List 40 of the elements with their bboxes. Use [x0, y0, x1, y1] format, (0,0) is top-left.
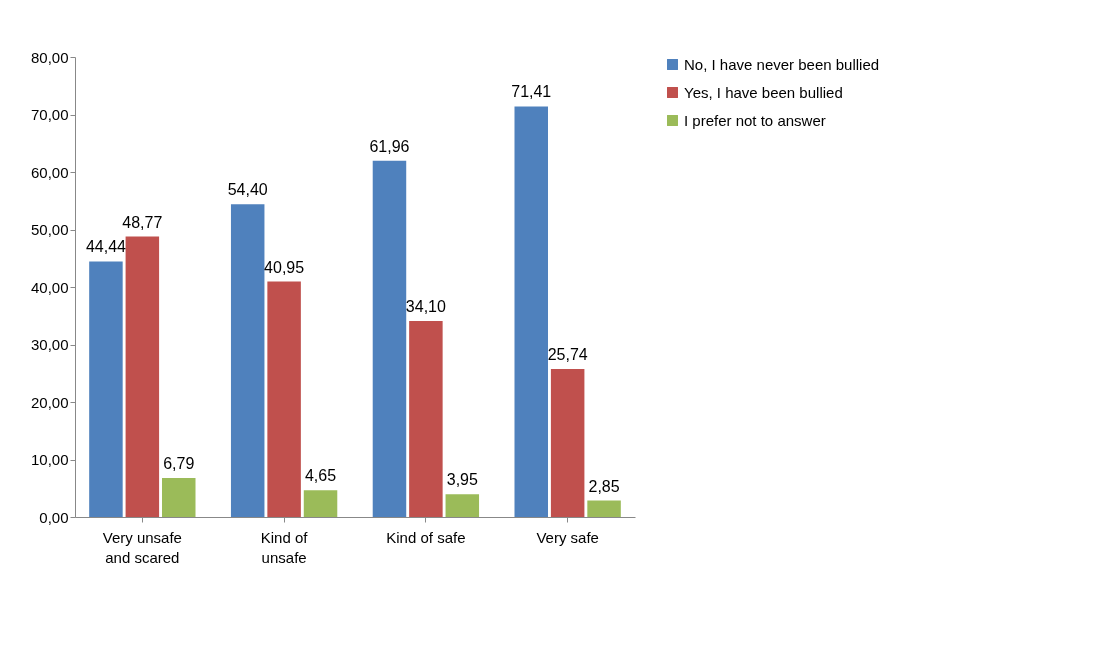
bar [587, 500, 621, 517]
bar [230, 204, 265, 517]
legend-label: No, I have never been bullied [684, 55, 880, 73]
y-tick-label: 50,00 [30, 221, 69, 238]
data-label: 61,96 [369, 137, 410, 155]
y-tick-label: 10,00 [30, 451, 69, 468]
bar [89, 261, 123, 517]
data-label: 2,85 [588, 477, 620, 495]
y-tick-label: 80,00 [30, 48, 69, 66]
data-label: 6,79 [163, 454, 195, 472]
bar [303, 490, 338, 517]
data-label: 40,95 [264, 258, 305, 276]
data-label: 44,44 [85, 238, 127, 256]
bar [445, 494, 480, 517]
legend-label: Yes, I have been bullied [684, 83, 843, 101]
bar [550, 369, 585, 517]
bar [162, 477, 196, 517]
legend-label: I prefer not to answer [684, 111, 826, 129]
x-tick-label: Very safe [536, 528, 599, 546]
y-tick-label: 70,00 [30, 106, 69, 123]
y-tick-label: 60,00 [30, 163, 69, 181]
bar [125, 236, 160, 517]
bar [409, 320, 443, 517]
data-label: 25,74 [547, 345, 588, 363]
y-tick-label: 20,00 [30, 393, 69, 411]
data-label: 71,41 [511, 83, 552, 101]
bar [372, 160, 407, 517]
data-label: 48,77 [122, 213, 163, 231]
bar [514, 106, 548, 517]
y-tick-label: 30,00 [30, 336, 69, 353]
bar [267, 281, 301, 517]
y-tick-label: 0,00 [39, 508, 69, 526]
x-tick-label: Very unsafe and scared [102, 528, 182, 566]
y-tick-label: 40,00 [30, 278, 69, 296]
data-label: 4,65 [304, 467, 337, 485]
data-label: 3,95 [446, 471, 478, 489]
x-tick-label: Kind of safe [386, 528, 466, 546]
data-label: 34,10 [405, 297, 446, 315]
x-tick-label: Kind of unsafe [260, 528, 309, 566]
data-label: 54,40 [227, 181, 268, 199]
